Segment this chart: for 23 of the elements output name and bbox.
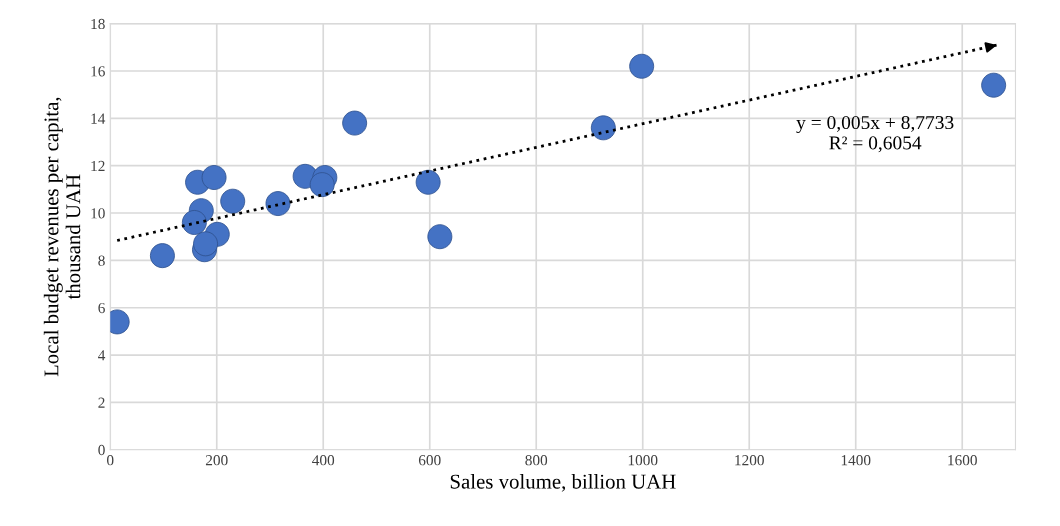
y-tick-label: 4 xyxy=(98,350,106,361)
x-tick-label: 600 xyxy=(418,455,441,466)
y-tick-label: 16 xyxy=(91,66,105,77)
y-tick-label: 10 xyxy=(91,208,105,219)
y-tick-label: 8 xyxy=(98,255,105,266)
x-tick-label: 400 xyxy=(312,455,335,466)
y-tick-label: 6 xyxy=(98,302,105,314)
y-tick-label: 14 xyxy=(91,113,106,124)
annotation: y = 0,005x + 8,7733 R² = 0,6054 xyxy=(796,115,954,153)
y-tick-label: 0 xyxy=(98,444,105,456)
y-tick-label: 18 xyxy=(91,18,105,30)
x-tick-label: 1400 xyxy=(841,455,871,466)
y-tick-label: 2 xyxy=(98,397,105,408)
x-tick-label: 1000 xyxy=(628,455,658,466)
x-tick-label: 200 xyxy=(205,455,228,466)
x-tick-label: 0 xyxy=(107,455,114,466)
y-tick-label: 12 xyxy=(91,160,105,171)
x-tick-label: 1600 xyxy=(948,455,977,466)
x-axis-title: Sales volume, billion UAH xyxy=(450,474,676,492)
x-tick-label: 800 xyxy=(525,455,548,466)
point xyxy=(629,53,655,79)
y-axis-title: Local budget revenues per capita, thousand UAH xyxy=(43,97,81,377)
x-tick-label: 1200 xyxy=(735,455,764,466)
